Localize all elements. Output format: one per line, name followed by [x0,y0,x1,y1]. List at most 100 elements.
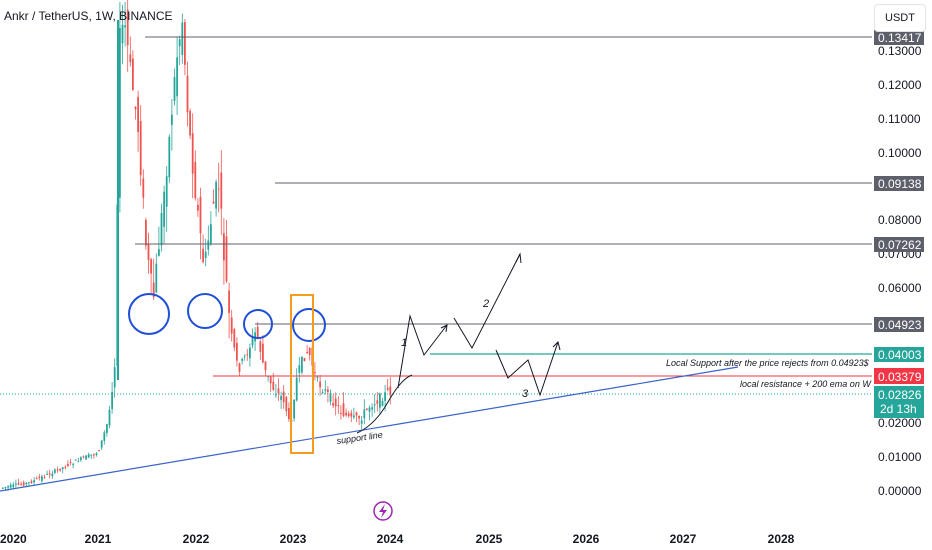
badge-bg-2 [874,237,924,252]
candle-body [228,290,230,314]
candle-body [251,337,254,346]
x-tick-8: 2028 [768,532,795,546]
arrow-head-1 [515,252,522,264]
y-tick-6: 0.06000 [878,281,922,295]
candle-body [46,473,48,475]
candle-body [324,389,327,391]
candle-body [340,412,342,414]
candle-body [176,57,178,97]
candle-body [173,76,176,101]
badge-resistance: 0.03379 [878,370,922,384]
candle-body [353,415,355,418]
candle-body [355,412,358,416]
candle-body [100,440,103,448]
lightning-icon-bolt [379,504,387,518]
candle-body [61,467,64,470]
candle-body [230,317,233,334]
badge-local-support: 0.04003 [878,348,922,362]
x-tick-0: 2020 [0,532,27,546]
candle-body [43,476,46,478]
candle-body [272,381,275,390]
wave-label-3: 3 [522,388,529,400]
candle-body [12,484,15,488]
candle-body [308,348,311,356]
candle-body [269,376,272,384]
candle-body [30,481,33,483]
chart-title: Ankr / TetherUS, 1W, BINANCE [4,9,173,23]
candle-body [155,263,158,293]
candle-body [314,372,316,374]
candle-body [145,219,147,246]
candle-body [189,110,191,136]
badge-level-2: 0.07262 [878,238,922,252]
candle-body [48,473,51,475]
badge-bg-3 [874,317,924,332]
currency-selector[interactable]: USDT [874,4,926,32]
candle-body [7,486,9,488]
x-tick-7: 2027 [670,532,697,546]
candle-body [259,341,262,352]
candle-body [220,172,223,209]
candle-body [4,487,7,489]
touch-circle-1 [128,293,170,335]
candle-body [282,391,285,403]
candle-body [129,54,132,63]
x-tick-5: 2025 [476,532,503,546]
candle-body [376,400,379,404]
candle-body [298,365,301,373]
candle-body [373,404,376,406]
candle-body [280,395,282,401]
projection-path-2 [453,253,521,350]
candle-body [28,482,30,484]
x-tick-1: 2021 [85,532,112,546]
candle-body [329,392,332,402]
candle-body [384,392,386,401]
candle-body [132,58,134,91]
candle-body [358,416,360,419]
candle-body [85,455,87,460]
candle-body [87,454,90,458]
touch-circle-2 [187,293,223,329]
y-tick-8: 0.01000 [878,450,922,464]
candle-body [337,405,340,407]
candle-body [249,347,251,359]
candle-body [277,388,280,394]
wave-label-2: 2 [482,298,489,310]
candle-body [95,453,98,456]
y-tick-9: 0.00000 [878,484,922,498]
candle-body [139,121,142,176]
badge-level-0: 0.13417 [878,31,922,45]
candle-body [207,240,210,250]
y-tick-3: 0.10000 [878,146,922,160]
candle-body [108,409,111,426]
candle-body [59,468,61,471]
candle-body [80,457,82,460]
candle-body [178,39,181,47]
candle-body [124,25,126,28]
breakout-candle [117,20,119,380]
candle-body [106,424,108,433]
candle-body [334,398,337,407]
candle-body [238,363,241,372]
lightning-icon [373,501,393,521]
candle-body [321,391,324,393]
candle-body [38,476,41,478]
candle-body [347,413,350,417]
y-tick-7: 0.02000 [878,416,922,430]
x-tick-2: 2022 [183,532,210,546]
candle-body [264,361,267,371]
candle-body [181,22,184,55]
wave-label-1: 1 [401,337,407,349]
candle-body [54,469,56,473]
candle-body [342,403,345,416]
candle-body [142,178,145,198]
candle-body [275,394,277,396]
candlestick-series [2,0,392,491]
candle-body [158,249,160,256]
support-curve [356,374,413,434]
candle-body [90,454,93,456]
candle-body [215,181,217,209]
badge-bg-current [874,386,924,418]
candle-body [303,358,306,362]
